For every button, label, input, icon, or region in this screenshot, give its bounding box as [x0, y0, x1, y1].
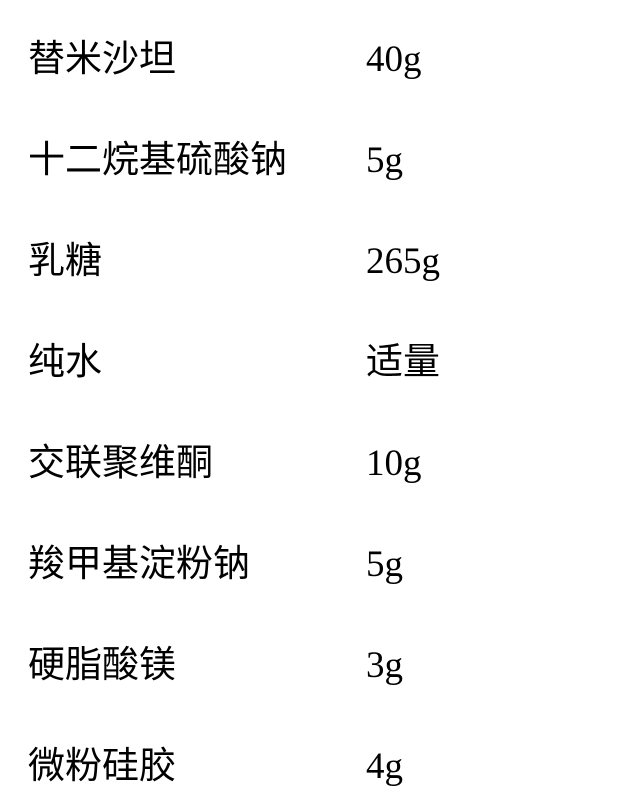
- ingredient-name: 乳糖: [28, 230, 366, 284]
- table-row: 纯水 适量: [28, 331, 586, 385]
- ingredient-amount: 4g: [366, 745, 403, 788]
- ingredient-amount: 5g: [366, 543, 403, 586]
- ingredient-name: 十二烷基硫酸钠: [28, 129, 366, 183]
- table-row: 微粉硅胶 4g: [28, 735, 586, 789]
- ingredient-name: 替米沙坦: [28, 28, 366, 82]
- table-row: 羧甲基淀粉钠 5g: [28, 533, 586, 587]
- table-row: 交联聚维酮 10g: [28, 432, 586, 486]
- ingredient-amount: 5g: [366, 139, 403, 182]
- ingredient-name: 羧甲基淀粉钠: [28, 533, 366, 587]
- ingredient-name: 交联聚维酮: [28, 432, 366, 486]
- ingredient-table: 替米沙坦 40g 十二烷基硫酸钠 5g 乳糖 265g 纯水 适量 交联聚维酮 …: [28, 28, 586, 789]
- ingredient-amount: 40g: [366, 38, 422, 81]
- table-row: 硬脂酸镁 3g: [28, 634, 586, 688]
- ingredient-amount: 3g: [366, 644, 403, 687]
- table-row: 乳糖 265g: [28, 230, 586, 284]
- ingredient-amount: 265g: [366, 240, 440, 283]
- ingredient-name: 微粉硅胶: [28, 735, 366, 789]
- ingredient-amount: 10g: [366, 442, 422, 485]
- ingredient-amount: 适量: [366, 331, 440, 385]
- ingredient-name: 硬脂酸镁: [28, 634, 366, 688]
- ingredient-name: 纯水: [28, 331, 366, 385]
- table-row: 十二烷基硫酸钠 5g: [28, 129, 586, 183]
- table-row: 替米沙坦 40g: [28, 28, 586, 82]
